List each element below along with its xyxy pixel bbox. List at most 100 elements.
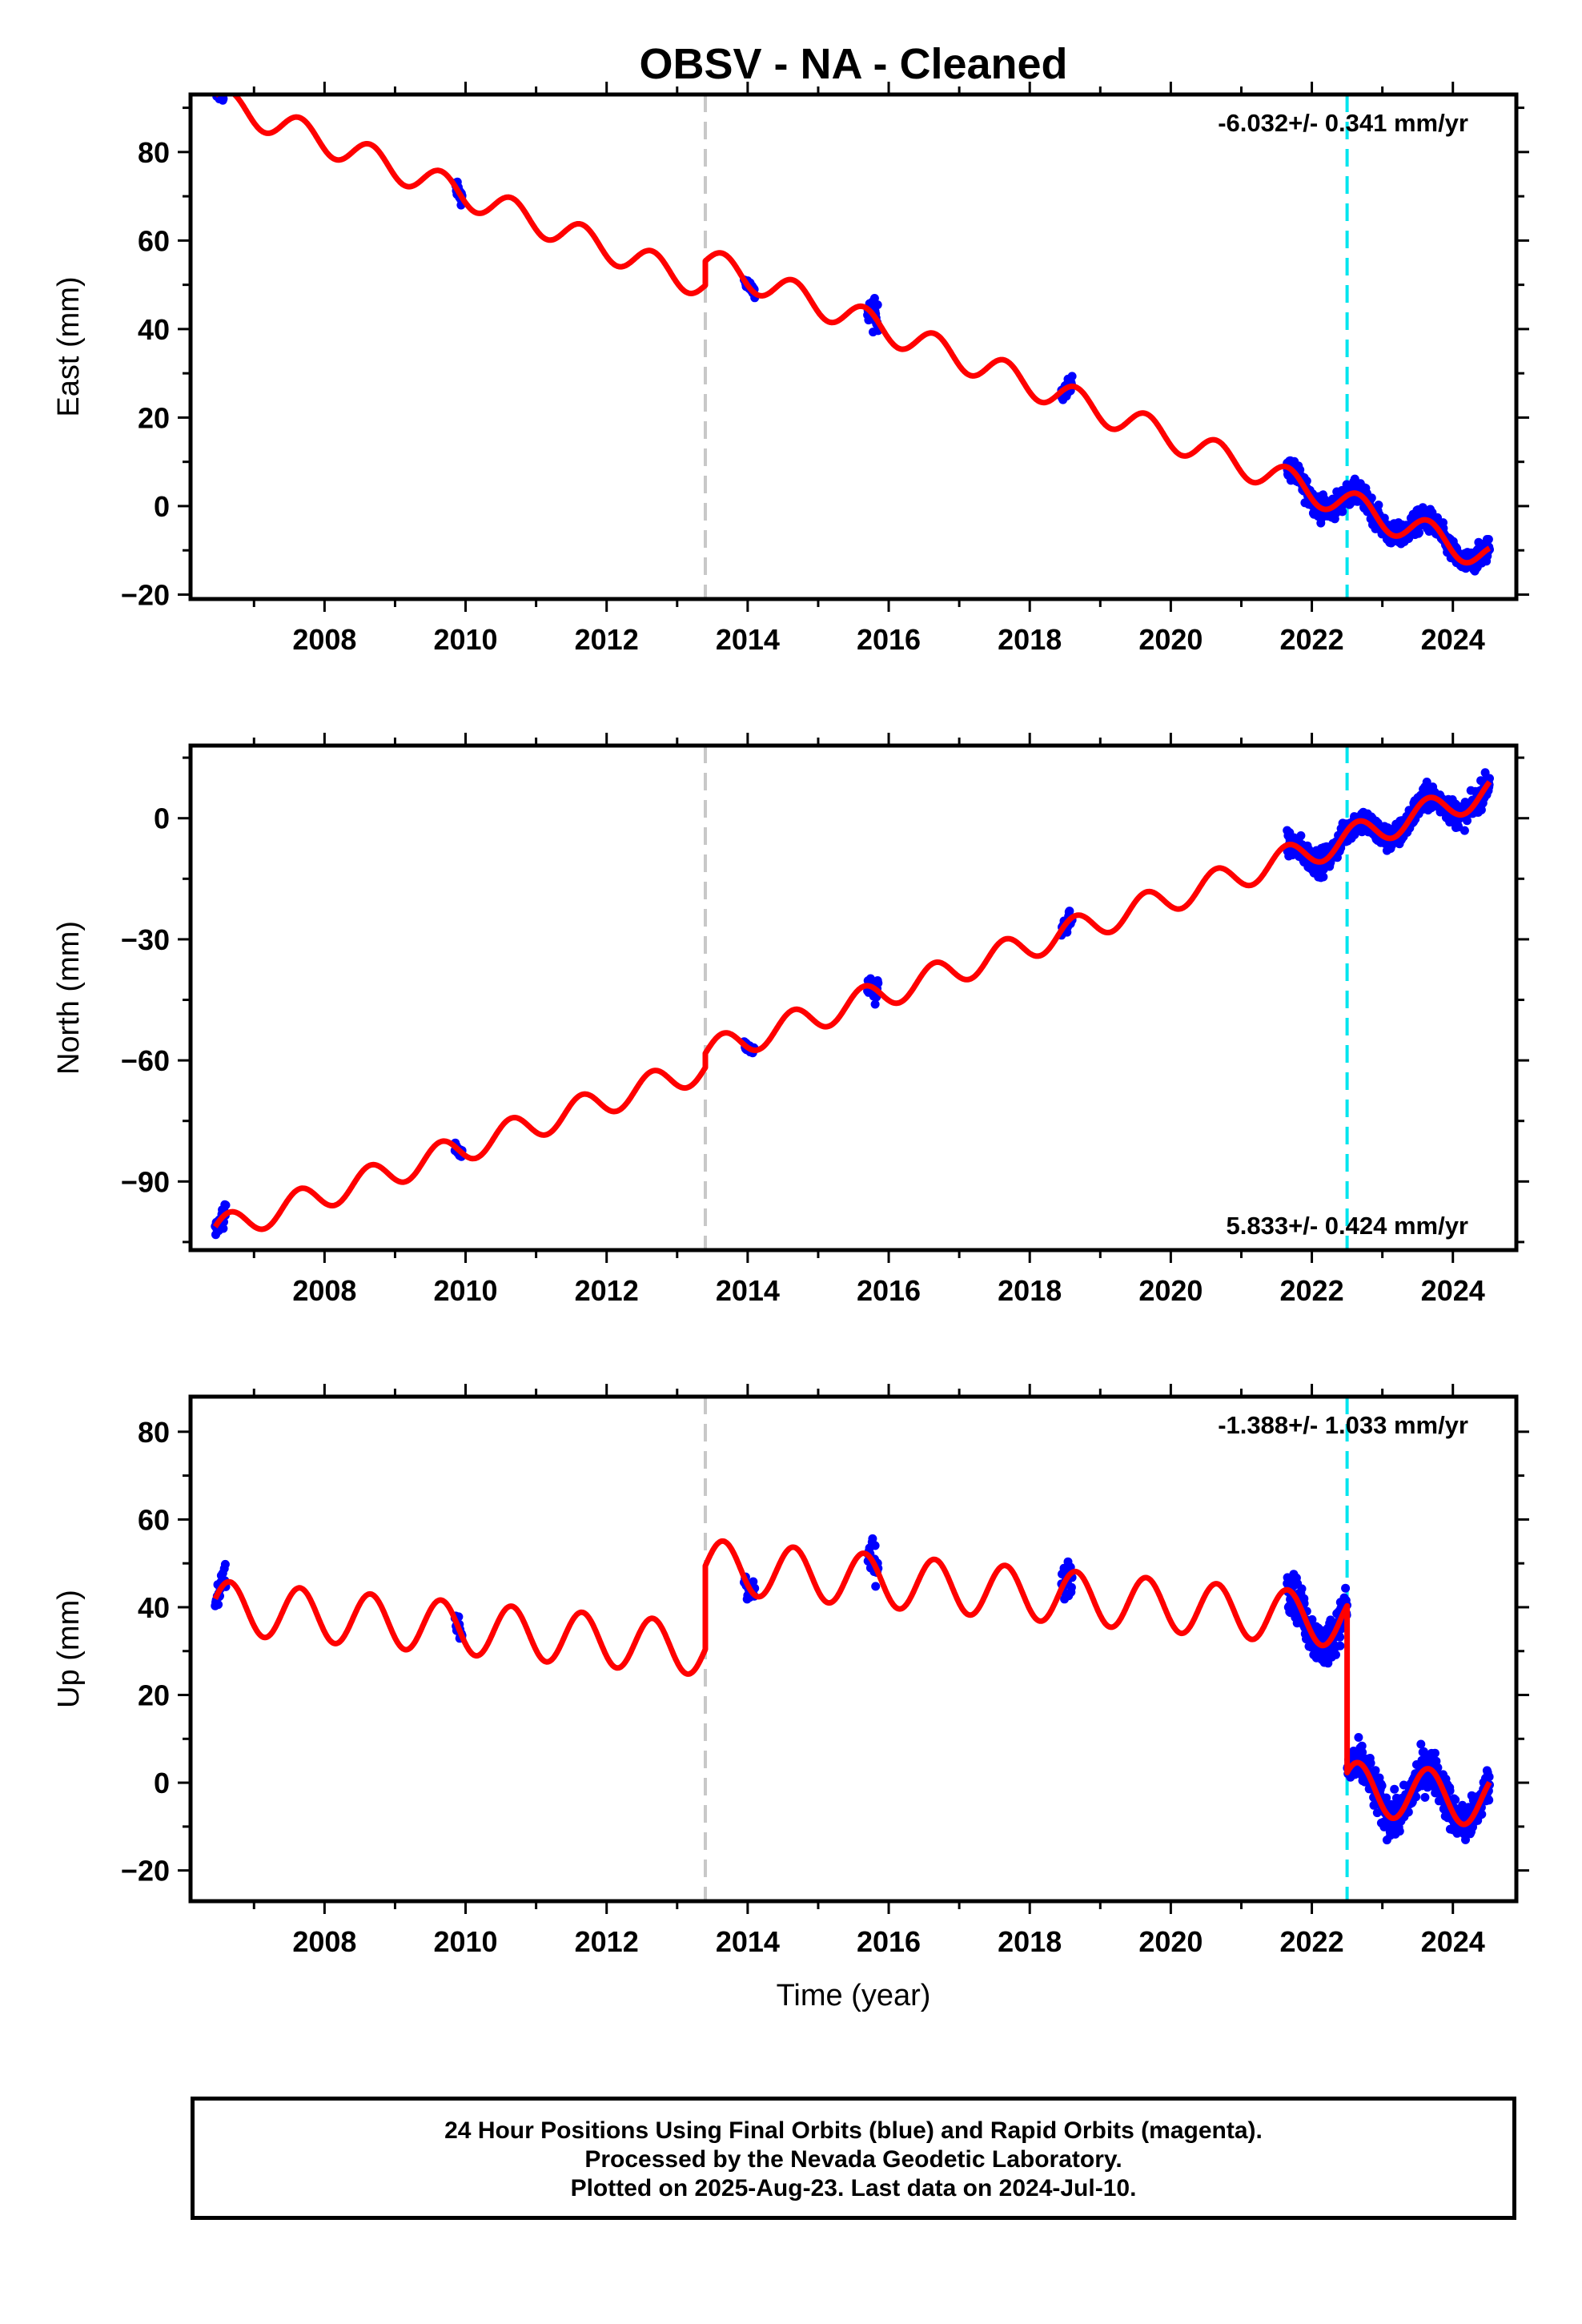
east-data-point xyxy=(1379,513,1389,523)
east-plot-frame xyxy=(188,92,1519,601)
up-data-point xyxy=(1395,1827,1404,1836)
east-y-axis-label: East (mm) xyxy=(52,276,86,416)
north-x-tick-label: 2018 xyxy=(998,1274,1062,1307)
up-data-point xyxy=(1403,1807,1413,1817)
footer-caption-box: 24 Hour Positions Using Final Orbits (bl… xyxy=(191,2097,1516,2220)
east-x-tick-label: 2014 xyxy=(716,623,780,656)
up-data-point xyxy=(220,1559,230,1569)
north-x-tick-label: 2012 xyxy=(575,1274,639,1307)
north-y-tick-label: −60 xyxy=(121,1044,170,1077)
north-plot-area xyxy=(211,746,1494,1250)
up-data-point xyxy=(1335,1632,1345,1642)
up-x-tick-label: 2024 xyxy=(1421,1925,1485,1958)
up-data-point xyxy=(749,1577,758,1586)
east-data-point xyxy=(221,84,230,93)
up-data-point xyxy=(1433,1763,1443,1772)
up-y-tick-label: 60 xyxy=(138,1503,170,1536)
north-y-tick-label: −90 xyxy=(121,1165,170,1198)
up-data-point xyxy=(214,1600,223,1610)
north-x-tick-label: 2010 xyxy=(433,1274,497,1307)
north-data-point xyxy=(221,1200,231,1210)
up-data-point xyxy=(1335,1641,1345,1651)
east-x-tick-label: 2018 xyxy=(998,623,1062,656)
north-x-tick-label: 2022 xyxy=(1280,1274,1344,1307)
up-x-tick-label: 2020 xyxy=(1138,1925,1203,1958)
east-data-point xyxy=(216,83,225,92)
north-y-tick-label: 0 xyxy=(154,802,170,835)
north-plot-frame xyxy=(188,743,1519,1252)
up-x-tick-label: 2008 xyxy=(292,1925,356,1958)
east-y-tick-label: 60 xyxy=(138,224,170,257)
up-data-point xyxy=(1484,1772,1494,1782)
north-data-point xyxy=(1422,778,1431,786)
east-x-tick-label: 2012 xyxy=(575,623,639,656)
north-y-tick-label: −30 xyxy=(121,923,170,956)
north-data-point xyxy=(1476,805,1486,814)
up-x-tick-label: 2018 xyxy=(998,1925,1062,1958)
east-rate-label: -6.032+/- 0.341 mm/yr xyxy=(1218,109,1468,137)
east-x-tick-label: 2010 xyxy=(433,623,497,656)
north-data-point xyxy=(1460,826,1469,835)
up-model-line xyxy=(212,1538,1492,1827)
up-data-point xyxy=(1445,1786,1455,1795)
east-data-point xyxy=(214,84,223,93)
up-y-tick-label: 40 xyxy=(138,1591,170,1624)
north-data-point xyxy=(1463,816,1472,826)
north-rate-label: 5.833+/- 0.424 mm/yr xyxy=(1227,1212,1468,1240)
footer-line-orbits: 24 Hour Positions Using Final Orbits (bl… xyxy=(444,2117,1263,2144)
up-data-point xyxy=(1420,1792,1430,1802)
up-y-tick-label: 20 xyxy=(138,1679,170,1712)
up-data-point xyxy=(1331,1650,1340,1659)
east-data-point xyxy=(219,94,228,103)
up-data-point xyxy=(1371,1766,1380,1775)
up-x-tick-label: 2012 xyxy=(575,1925,639,1958)
north-data-point xyxy=(219,1224,228,1233)
east-panel: 2008 2010 2012 2014 2016 2018 2020 2022 2024 −20 0… xyxy=(52,82,1529,656)
up-plot-frame xyxy=(188,1394,1519,1904)
up-plot-area xyxy=(211,1397,1494,1901)
up-data-point xyxy=(1430,1748,1439,1758)
north-x-tick-label: 2008 xyxy=(292,1274,356,1307)
east-data-point xyxy=(1374,501,1383,510)
up-x-axis-label: Time (year) xyxy=(777,1979,931,2012)
up-data-point xyxy=(868,1534,877,1543)
east-x-tick-label: 2020 xyxy=(1138,623,1203,656)
north-model-line xyxy=(212,780,1492,1232)
east-data-point xyxy=(1067,372,1077,381)
up-data-point xyxy=(1390,1784,1399,1794)
east-y-tick-label: 0 xyxy=(154,490,170,523)
north-x-tick-label: 2014 xyxy=(716,1274,780,1307)
north-data-point xyxy=(1319,872,1328,882)
east-model-line xyxy=(213,94,1492,566)
up-y-tick-label: 0 xyxy=(154,1767,170,1799)
up-data-point xyxy=(871,1582,881,1591)
up-panel: 2008 2010 2012 2014 2016 2018 2020 2022 2024 −20 0… xyxy=(52,1384,1529,2012)
up-data-point xyxy=(1411,1792,1421,1802)
north-data-point xyxy=(1296,831,1306,840)
up-data-point xyxy=(1357,1741,1367,1751)
east-y-tick-label: 80 xyxy=(138,136,170,169)
east-y-tick-label: 40 xyxy=(138,313,170,346)
east-y-tick-label: −20 xyxy=(121,578,170,611)
up-y-axis-label: Up (mm) xyxy=(52,1590,86,1708)
north-data-point xyxy=(873,979,883,988)
north-x-tick-label: 2024 xyxy=(1421,1274,1485,1307)
up-data-point xyxy=(1307,1614,1317,1624)
up-data-point xyxy=(1297,1584,1307,1594)
up-data-point xyxy=(1477,1810,1487,1819)
east-y-tick-label: 20 xyxy=(138,401,170,434)
east-x-tick-label: 2022 xyxy=(1280,623,1344,656)
east-data-point xyxy=(215,83,224,92)
figure-title: OBSV - NA - Cleaned xyxy=(639,40,1067,88)
up-x-tick-label: 2022 xyxy=(1280,1925,1344,1958)
east-data-point xyxy=(873,300,882,310)
up-data-point xyxy=(1066,1582,1076,1592)
up-x-tick-label: 2010 xyxy=(433,1925,497,1958)
up-y-tick-label: 80 xyxy=(138,1416,170,1449)
north-x-tick-label: 2016 xyxy=(857,1274,921,1307)
east-data-point xyxy=(1367,493,1376,503)
east-plot-area xyxy=(212,83,1494,599)
north-x-tick-label: 2020 xyxy=(1138,1274,1203,1307)
up-data-point xyxy=(870,1541,880,1550)
east-x-tick-label: 2016 xyxy=(857,623,921,656)
